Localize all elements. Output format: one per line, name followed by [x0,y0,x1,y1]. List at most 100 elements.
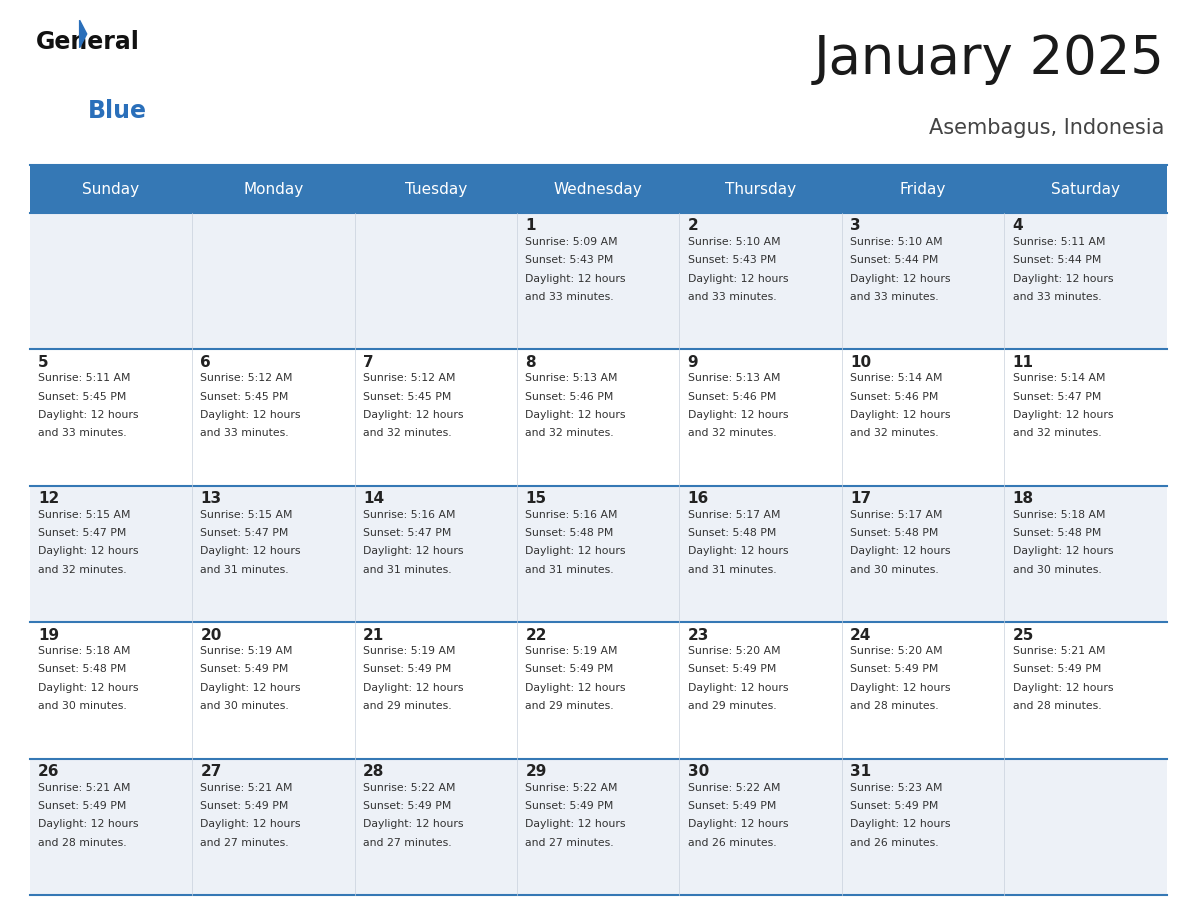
Text: Thursday: Thursday [725,182,796,196]
Text: Monday: Monday [244,182,303,196]
Text: Sunset: 5:49 PM: Sunset: 5:49 PM [688,665,776,675]
Text: 20: 20 [201,628,222,643]
Text: Sunset: 5:46 PM: Sunset: 5:46 PM [525,392,614,401]
Text: Sunset: 5:45 PM: Sunset: 5:45 PM [38,392,126,401]
Text: 29: 29 [525,764,546,779]
Text: Daylight: 12 hours: Daylight: 12 hours [362,410,463,420]
Text: Sunset: 5:48 PM: Sunset: 5:48 PM [525,528,614,538]
Text: Daylight: 12 hours: Daylight: 12 hours [38,410,139,420]
Text: Sunset: 5:49 PM: Sunset: 5:49 PM [525,800,614,811]
Text: Sunrise: 5:17 AM: Sunrise: 5:17 AM [851,509,942,520]
Text: Sunset: 5:45 PM: Sunset: 5:45 PM [201,392,289,401]
Text: and 32 minutes.: and 32 minutes. [362,429,451,438]
Text: Daylight: 12 hours: Daylight: 12 hours [688,819,788,829]
Text: and 33 minutes.: and 33 minutes. [851,292,939,302]
Text: Sunrise: 5:20 AM: Sunrise: 5:20 AM [688,646,781,656]
Text: Sunset: 5:46 PM: Sunset: 5:46 PM [688,392,776,401]
Text: 5: 5 [38,355,49,370]
Text: Sunset: 5:47 PM: Sunset: 5:47 PM [362,528,451,538]
Text: Daylight: 12 hours: Daylight: 12 hours [851,683,950,693]
Text: and 33 minutes.: and 33 minutes. [525,292,614,302]
Text: Sunrise: 5:15 AM: Sunrise: 5:15 AM [38,509,131,520]
Text: Sunrise: 5:13 AM: Sunrise: 5:13 AM [688,374,781,383]
Text: Sunrise: 5:13 AM: Sunrise: 5:13 AM [525,374,618,383]
Text: 16: 16 [688,491,709,507]
Text: Sunrise: 5:22 AM: Sunrise: 5:22 AM [688,782,781,792]
Text: Daylight: 12 hours: Daylight: 12 hours [525,819,626,829]
Text: Sunrise: 5:23 AM: Sunrise: 5:23 AM [851,782,942,792]
Text: Sunset: 5:43 PM: Sunset: 5:43 PM [688,255,776,265]
Text: Sunset: 5:49 PM: Sunset: 5:49 PM [525,665,614,675]
Text: Sunrise: 5:21 AM: Sunrise: 5:21 AM [38,782,131,792]
Text: Sunrise: 5:11 AM: Sunrise: 5:11 AM [38,374,131,383]
Text: 18: 18 [1012,491,1034,507]
Text: Sunrise: 5:19 AM: Sunrise: 5:19 AM [362,646,455,656]
Text: Sunrise: 5:21 AM: Sunrise: 5:21 AM [201,782,293,792]
Text: Daylight: 12 hours: Daylight: 12 hours [201,410,301,420]
Text: and 31 minutes.: and 31 minutes. [525,565,614,575]
Text: Sunrise: 5:10 AM: Sunrise: 5:10 AM [851,237,943,247]
Text: and 32 minutes.: and 32 minutes. [1012,429,1101,438]
Text: Sunrise: 5:12 AM: Sunrise: 5:12 AM [362,374,455,383]
Text: Sunset: 5:44 PM: Sunset: 5:44 PM [1012,255,1101,265]
Text: Daylight: 12 hours: Daylight: 12 hours [38,546,139,556]
Text: Sunrise: 5:19 AM: Sunrise: 5:19 AM [525,646,618,656]
Text: January 2025: January 2025 [814,32,1164,84]
Text: and 33 minutes.: and 33 minutes. [38,429,127,438]
Text: Sunrise: 5:11 AM: Sunrise: 5:11 AM [1012,237,1105,247]
Text: Sunrise: 5:16 AM: Sunrise: 5:16 AM [362,509,455,520]
Text: and 30 minutes.: and 30 minutes. [38,701,127,711]
Text: 24: 24 [851,628,872,643]
Text: Sunrise: 5:22 AM: Sunrise: 5:22 AM [362,782,455,792]
Text: 22: 22 [525,628,546,643]
Text: 4: 4 [1012,218,1023,233]
Text: 30: 30 [688,764,709,779]
Text: Sunset: 5:43 PM: Sunset: 5:43 PM [525,255,614,265]
Text: Sunrise: 5:12 AM: Sunrise: 5:12 AM [201,374,293,383]
Text: Daylight: 12 hours: Daylight: 12 hours [38,683,139,693]
Text: 13: 13 [201,491,221,507]
Text: and 30 minutes.: and 30 minutes. [201,701,289,711]
Text: 10: 10 [851,355,871,370]
Text: Saturday: Saturday [1051,182,1120,196]
Text: Daylight: 12 hours: Daylight: 12 hours [525,683,626,693]
Text: Daylight: 12 hours: Daylight: 12 hours [1012,410,1113,420]
Text: Sunrise: 5:18 AM: Sunrise: 5:18 AM [1012,509,1105,520]
Text: Sunset: 5:48 PM: Sunset: 5:48 PM [688,528,776,538]
Text: and 32 minutes.: and 32 minutes. [851,429,939,438]
Text: and 29 minutes.: and 29 minutes. [525,701,614,711]
Text: Sunset: 5:48 PM: Sunset: 5:48 PM [1012,528,1101,538]
Text: and 32 minutes.: and 32 minutes. [525,429,614,438]
Text: Sunset: 5:47 PM: Sunset: 5:47 PM [38,528,126,538]
Text: and 27 minutes.: and 27 minutes. [525,837,614,847]
Text: Asembagus, Indonesia: Asembagus, Indonesia [929,118,1164,139]
Text: 17: 17 [851,491,871,507]
Text: 15: 15 [525,491,546,507]
Text: Daylight: 12 hours: Daylight: 12 hours [851,819,950,829]
Text: Sunset: 5:48 PM: Sunset: 5:48 PM [38,665,126,675]
Text: Friday: Friday [899,182,946,196]
Text: Daylight: 12 hours: Daylight: 12 hours [1012,274,1113,284]
Text: Daylight: 12 hours: Daylight: 12 hours [525,410,626,420]
Text: Sunrise: 5:22 AM: Sunrise: 5:22 AM [525,782,618,792]
Text: 19: 19 [38,628,59,643]
Text: Daylight: 12 hours: Daylight: 12 hours [1012,546,1113,556]
Text: 31: 31 [851,764,871,779]
Text: Tuesday: Tuesday [405,182,467,196]
Text: Sunset: 5:49 PM: Sunset: 5:49 PM [688,800,776,811]
Text: and 33 minutes.: and 33 minutes. [201,429,289,438]
Text: 7: 7 [362,355,373,370]
Text: Daylight: 12 hours: Daylight: 12 hours [525,546,626,556]
Text: and 33 minutes.: and 33 minutes. [1012,292,1101,302]
Text: Daylight: 12 hours: Daylight: 12 hours [362,819,463,829]
Text: Daylight: 12 hours: Daylight: 12 hours [851,546,950,556]
Text: and 28 minutes.: and 28 minutes. [1012,701,1101,711]
Text: 25: 25 [1012,628,1034,643]
Text: and 27 minutes.: and 27 minutes. [362,837,451,847]
Text: 26: 26 [38,764,59,779]
Text: Sunset: 5:49 PM: Sunset: 5:49 PM [851,665,939,675]
Text: Daylight: 12 hours: Daylight: 12 hours [38,819,139,829]
Text: Sunrise: 5:14 AM: Sunrise: 5:14 AM [1012,374,1105,383]
Text: 1: 1 [525,218,536,233]
Text: Daylight: 12 hours: Daylight: 12 hours [688,274,788,284]
